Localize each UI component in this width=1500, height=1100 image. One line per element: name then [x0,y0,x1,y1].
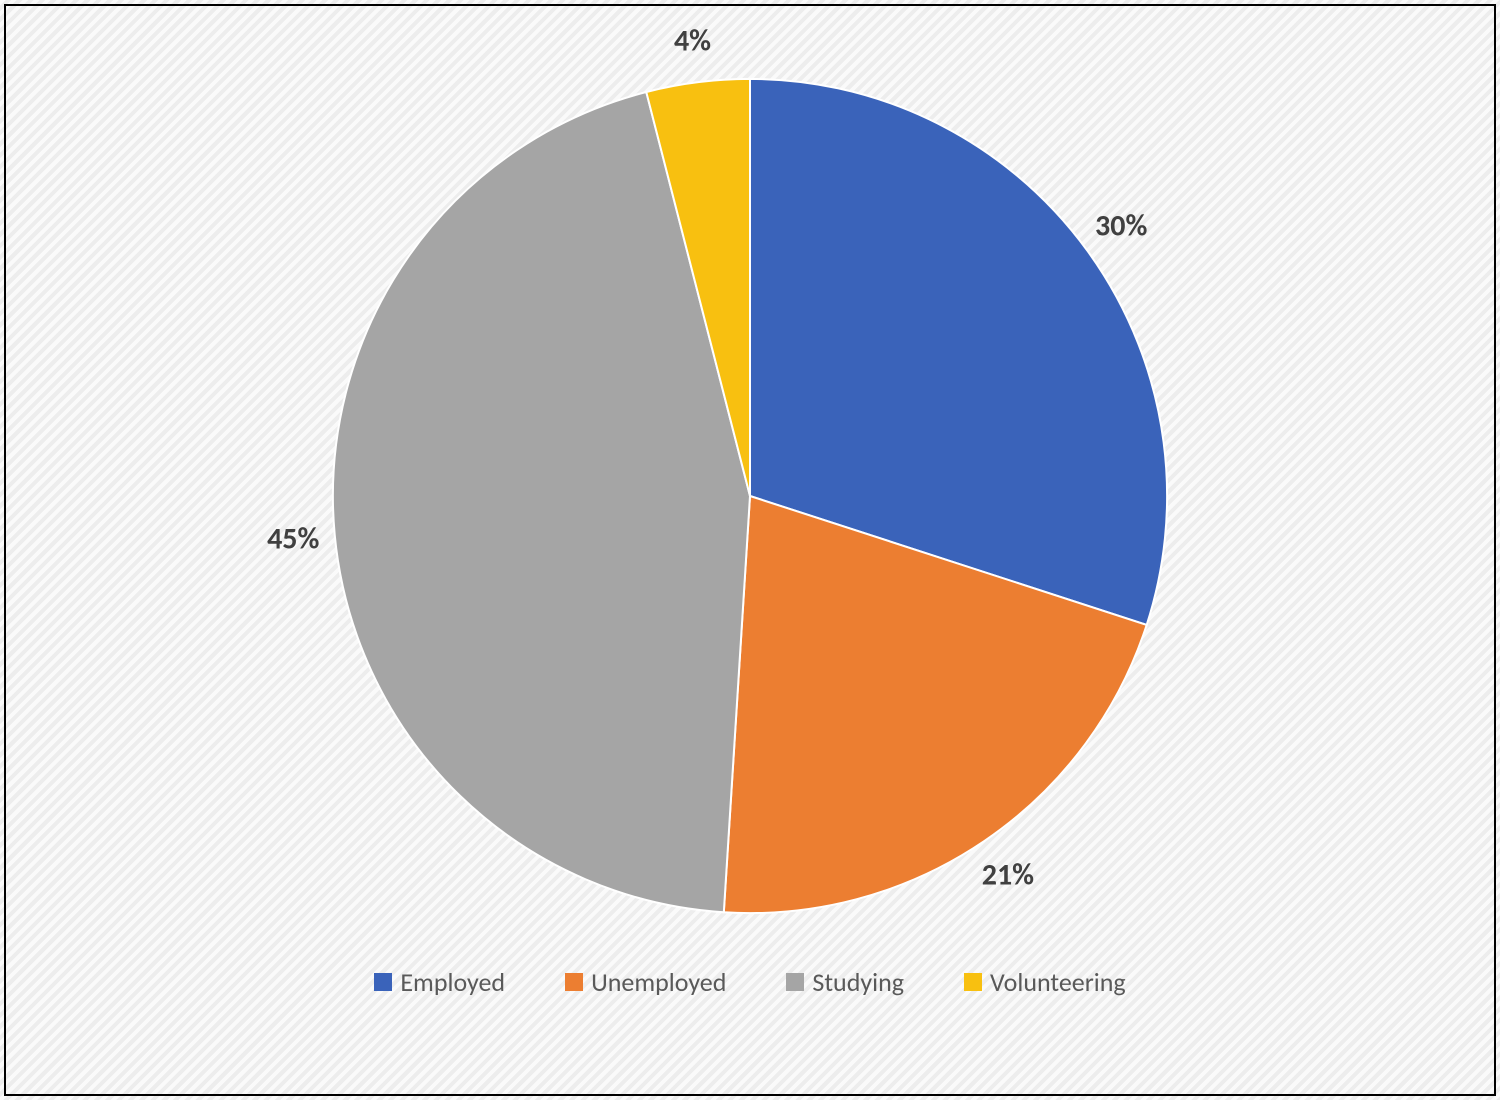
legend-label-unemployed: Unemployed [591,966,726,998]
legend-label-volunteering: Volunteering [990,966,1126,998]
chart-frame: 30% 21% 45% 4% Employed Unemployed Studying Vo… [4,4,1496,1096]
pie-svg [320,66,1180,926]
legend-item-studying: Studying [786,966,904,998]
data-label-employed: 30% [1095,208,1147,245]
legend-label-studying: Studying [812,966,904,998]
legend-label-employed: Employed [400,966,505,998]
legend-swatch-volunteering [964,973,982,991]
legend-swatch-studying [786,973,804,991]
legend-swatch-unemployed [565,973,583,991]
legend-swatch-employed [374,973,392,991]
data-label-volunteering: 4% [674,22,711,59]
legend: Employed Unemployed Studying Volunteering [374,966,1125,998]
legend-item-volunteering: Volunteering [964,966,1126,998]
legend-item-employed: Employed [374,966,505,998]
data-label-studying: 45% [267,521,319,558]
data-label-unemployed: 21% [982,857,1034,894]
pie-chart: 30%21%45%4% [320,66,1180,926]
legend-item-unemployed: Unemployed [565,966,726,998]
